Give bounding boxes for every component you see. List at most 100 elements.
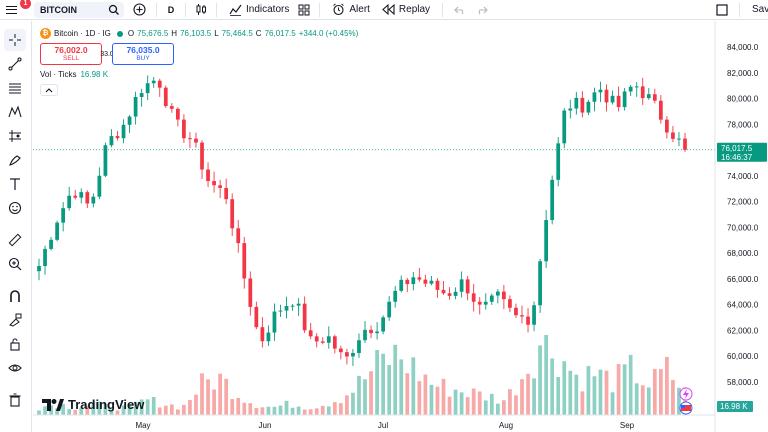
candle-down [200, 142, 204, 170]
volume-bar [79, 407, 84, 415]
candle-up [459, 279, 464, 292]
tradingview-logo[interactable]: TradingView [42, 397, 144, 412]
brush-tool[interactable] [4, 149, 26, 171]
emoji-tool[interactable] [4, 197, 26, 219]
notification-badge: 1 [20, 0, 31, 9]
main-menu-button[interactable]: 1 [0, 0, 31, 20]
candle-up [121, 124, 126, 139]
candle-up [489, 295, 494, 302]
candle-up [266, 332, 271, 342]
candle-up [411, 277, 416, 285]
candle-up [550, 179, 555, 221]
candle-up [290, 305, 295, 307]
buy-button[interactable]: 76,035.0 BUY [112, 43, 174, 65]
toolbar-separator [442, 2, 444, 17]
candle-up [43, 248, 47, 267]
candle-up [622, 91, 627, 108]
candle-up [483, 301, 488, 305]
candle-up [677, 138, 681, 140]
candle-up [103, 145, 108, 176]
volume-bar [580, 391, 585, 415]
legend-title[interactable]: Bitcoin · 1D · IG [54, 29, 111, 38]
replay-button[interactable]: Replay [376, 0, 436, 20]
candle-down [182, 119, 186, 139]
indicators-icon [229, 4, 242, 16]
volume-bar [634, 383, 639, 415]
candle-up [61, 208, 66, 223]
volume-bar [628, 354, 633, 415]
save-button[interactable]: Save [752, 4, 768, 15]
redo-button[interactable] [471, 0, 493, 20]
text-tool[interactable] [4, 173, 26, 195]
emoji-icon [8, 201, 22, 215]
crosshair-tool[interactable] [4, 29, 26, 51]
price-tick-label: 60,000.0 [727, 352, 759, 361]
lock-drawing-tool[interactable] [4, 309, 26, 331]
lightning-icon [683, 389, 689, 399]
pattern-tool[interactable] [4, 101, 26, 123]
candle-down [188, 138, 192, 140]
candle-down [520, 315, 524, 317]
zoom-tool[interactable] [4, 253, 26, 275]
symbol-search-box[interactable]: BITCOIN [34, 1, 124, 18]
candle-down [526, 316, 530, 325]
candle-up [37, 266, 41, 272]
event-markers[interactable] [679, 387, 693, 415]
search-icon [108, 4, 119, 15]
bar-style-button[interactable] [192, 0, 210, 20]
candle-up [574, 97, 579, 109]
last-price-tag: 76,017.5 16:46:37 [717, 142, 767, 162]
volume-bar [157, 407, 162, 415]
volume-bar [351, 392, 355, 415]
volume-bar [417, 381, 422, 415]
time-axis[interactable]: May Jun Jul Aug Sep [33, 414, 715, 430]
volume-legend[interactable]: Vol · Ticks 16.98 K [40, 70, 108, 79]
volume-bar [502, 400, 506, 415]
alert-button[interactable]: Alert [326, 0, 376, 20]
remove-drawings-tool[interactable] [4, 389, 26, 411]
spread-value: 33.0 [100, 51, 114, 58]
fib-tool[interactable] [4, 77, 26, 99]
volume-bar [127, 404, 132, 415]
price-chart[interactable]: 84,000.082,000.080,000.078,000.076,000.0… [33, 21, 768, 432]
volume-bar [345, 395, 349, 415]
candle-up [610, 95, 615, 103]
volume-bar [393, 344, 398, 415]
candle-down [683, 138, 687, 150]
volume-bar [169, 404, 174, 415]
candle-down [338, 348, 343, 353]
volume-bar [272, 406, 277, 415]
open-key: O [127, 29, 135, 38]
interval-button[interactable]: D [167, 4, 175, 15]
indicators-button[interactable]: Indicators [223, 0, 295, 20]
price-axis[interactable]: 84,000.082,000.080,000.078,000.076,000.0… [714, 21, 759, 432]
candle-up [79, 192, 84, 198]
collapse-legend-button[interactable] [40, 84, 58, 96]
candle-down [665, 119, 669, 133]
candle-down [477, 301, 482, 305]
ruler-tool[interactable] [4, 229, 26, 251]
volume-bar [598, 369, 603, 415]
fib-icon [9, 83, 21, 94]
candle-up [628, 86, 633, 92]
volume-bar [73, 409, 78, 415]
volume-bar [483, 400, 488, 415]
sell-button[interactable]: 76,002.0 SELL [40, 43, 102, 65]
candle-up [556, 143, 561, 180]
undo-button[interactable] [449, 0, 471, 20]
hide-drawings-tool[interactable] [4, 357, 26, 379]
volume-bar [49, 405, 53, 415]
flag-canton-icon [681, 405, 685, 408]
volume-bar [489, 393, 494, 415]
trend-line-tool[interactable] [4, 53, 26, 75]
volume-bar [453, 389, 458, 415]
candle-down [441, 289, 446, 294]
projection-tool[interactable] [4, 125, 26, 147]
lock-all-tool[interactable] [4, 333, 26, 355]
fullscreen-button[interactable] [711, 0, 733, 20]
sell-label: SELL [63, 55, 79, 62]
volume-bar [447, 396, 452, 415]
compare-symbol-button[interactable] [128, 0, 150, 20]
layout-button[interactable] [295, 0, 313, 20]
magnet-tool[interactable] [4, 285, 26, 307]
